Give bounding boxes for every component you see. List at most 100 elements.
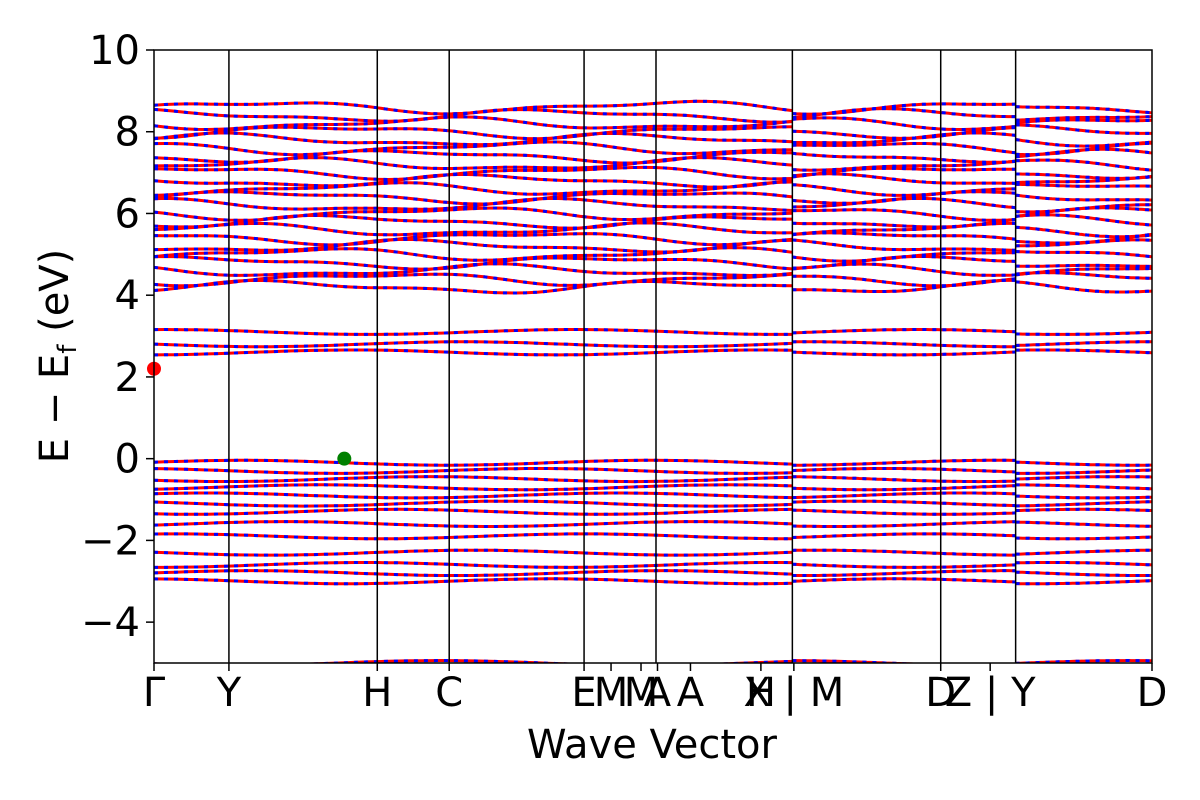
band-line [792, 238, 1016, 252]
band-line [154, 499, 793, 508]
y-tick-label: 2 [115, 355, 140, 401]
band-line [154, 561, 793, 569]
band-line [1015, 118, 1152, 125]
band-line [792, 217, 1016, 229]
band-line [154, 125, 793, 141]
band-line [792, 491, 1016, 500]
y-tick-label: 10 [89, 28, 140, 74]
band-line [1015, 271, 1152, 280]
band-line [1015, 158, 1152, 172]
band-line [1015, 579, 1152, 586]
x-tick-label: M [624, 670, 659, 716]
band-line [792, 484, 1016, 492]
x-tick-label: M [594, 670, 629, 716]
band-line [1015, 494, 1152, 500]
band-line [154, 467, 793, 475]
band-lines [154, 99, 1152, 663]
band-line [154, 340, 793, 349]
band-line [792, 116, 1016, 131]
band-line [154, 658, 793, 663]
band-line [1015, 475, 1152, 481]
band-line [1015, 225, 1152, 239]
band-line [154, 107, 793, 124]
band-line [792, 350, 1016, 357]
band-line [792, 255, 1016, 270]
band-line [154, 190, 793, 206]
band-line [792, 102, 1016, 116]
x-tick-label: H [362, 670, 392, 716]
x-tick-label: Γ [143, 670, 166, 716]
band-line [1015, 138, 1152, 148]
x-axis-label: Wave Vector [527, 722, 778, 768]
band-line [1015, 238, 1152, 248]
band-line [1015, 468, 1152, 475]
x-tick-label: X | M [743, 670, 844, 716]
band-line [792, 151, 1016, 164]
x-tick-label: D [1137, 670, 1168, 716]
band-line [154, 532, 793, 541]
x-tick-label: E [571, 670, 596, 716]
band-edge-markers [147, 361, 352, 466]
band-line [792, 142, 1016, 155]
band-line [1015, 548, 1152, 556]
band-line [792, 166, 1016, 179]
x-tick-label: Y [216, 670, 242, 716]
band-line [154, 569, 793, 577]
x-tick-label: A [644, 670, 672, 716]
band-line [792, 659, 931, 663]
band-line [792, 562, 1016, 569]
band-line [1015, 330, 1152, 336]
band-line [154, 254, 793, 271]
band-line [792, 569, 1016, 577]
band-line [792, 475, 1016, 484]
band-line [792, 520, 1016, 528]
y-axis-label: E − Ef (eV) [32, 249, 83, 464]
band-line [1015, 483, 1152, 491]
band-line [154, 221, 793, 237]
band-line [1015, 561, 1152, 567]
band-line [792, 278, 1016, 293]
band-line [1015, 507, 1152, 513]
band-line [154, 180, 793, 197]
band-line [154, 172, 793, 189]
x-tick-label: H [746, 670, 776, 716]
y-tick-label: −4 [81, 600, 140, 646]
band-line [154, 327, 793, 336]
band-line [792, 208, 1016, 222]
band-line [792, 107, 1016, 120]
band-line [154, 165, 793, 182]
band-line [1015, 147, 1152, 159]
band-line [792, 328, 1016, 335]
y-axis-ticks: 10 8 6 4 2 0 −2 −4 [81, 28, 154, 646]
band-line [1015, 105, 1152, 115]
x-tick-label: C [435, 670, 463, 716]
band-line [792, 131, 1016, 145]
band-line [154, 196, 793, 212]
y-tick-label: 6 [115, 191, 140, 237]
band-line [154, 577, 793, 586]
band-line [1015, 280, 1152, 294]
y-tick-label: 8 [115, 110, 140, 156]
band-line [154, 131, 793, 147]
band-line [792, 221, 1016, 236]
band-line [1015, 123, 1152, 135]
band-line [154, 491, 793, 500]
band-line [792, 467, 1016, 474]
high-symmetry-lines [228, 50, 1017, 663]
band-line [154, 272, 793, 288]
band-line [154, 262, 793, 278]
band-line [1015, 193, 1152, 202]
band-line [1015, 520, 1152, 528]
band-line [1015, 115, 1152, 122]
y-tick-label: 4 [115, 273, 140, 319]
band-line [154, 548, 793, 557]
band-line [154, 483, 793, 492]
band-line [1015, 182, 1152, 188]
band-line [154, 213, 793, 230]
band-line [154, 458, 793, 467]
band-line [154, 232, 793, 247]
band-line [792, 231, 1016, 241]
band-line [792, 508, 1016, 516]
